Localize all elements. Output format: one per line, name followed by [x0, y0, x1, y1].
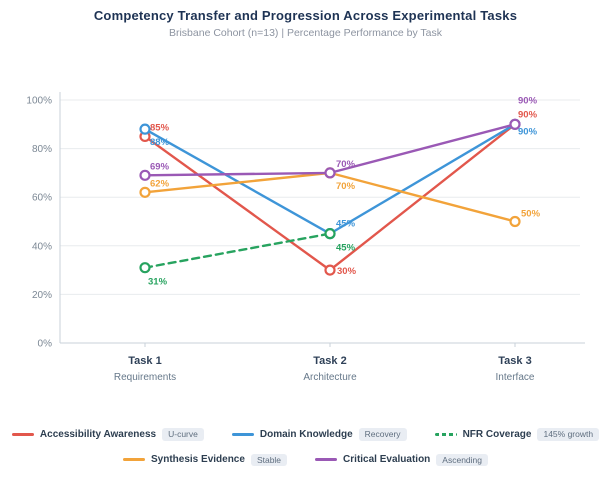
legend-line-marker: [434, 432, 457, 436]
legend-item-nfr-coverage: NFR Coverage 145% growth: [434, 428, 600, 441]
x-category-label: Task 2: [313, 355, 346, 367]
series-line-domain-knowledge: [143, 123, 517, 235]
x-category-sublabel: Interface: [496, 372, 535, 383]
legend-series-name: NFR Coverage: [462, 428, 532, 440]
legend-line-marker: [123, 458, 145, 462]
x-category-sublabel: Requirements: [114, 372, 176, 383]
y-axis-tick-label: 40%: [32, 241, 52, 252]
legend-trend-badge: 145% growth: [537, 428, 600, 441]
legend-line-marker: [231, 432, 254, 436]
data-point-accessibility-awareness: [324, 264, 336, 276]
value-label-critical-evaluation: 90%: [518, 95, 538, 106]
x-category-sublabel: Architecture: [303, 372, 357, 383]
x-category-label: Task 3: [498, 355, 531, 367]
value-label-accessibility-awareness: 90%: [518, 109, 538, 120]
value-label-nfr-coverage: 31%: [148, 277, 168, 288]
legend-item-critical-evaluation: Critical Evaluation Ascending: [315, 453, 488, 466]
y-axis-tick-label: 0%: [38, 339, 53, 350]
value-label-accessibility-awareness: 30%: [337, 266, 357, 277]
series-line-nfr-coverage: [143, 232, 332, 269]
value-label-domain-knowledge: 88%: [150, 137, 170, 148]
data-point-nfr-coverage: [324, 228, 336, 240]
y-axis-tick-label: 20%: [32, 290, 52, 301]
legend-item-domain-knowledge: Domain Knowledge Recovery: [231, 428, 407, 441]
value-label-nfr-coverage: 45%: [336, 243, 356, 254]
legend-line-marker: [315, 458, 338, 462]
y-axis-tick-label: 60%: [32, 193, 52, 204]
data-point-synthesis-evidence: [139, 186, 151, 198]
data-point-critical-evaluation: [324, 167, 336, 179]
value-label-domain-knowledge: 90%: [518, 126, 538, 137]
data-point-critical-evaluation: [139, 169, 151, 181]
y-axis-tick-label: 100%: [26, 96, 52, 107]
value-label-synthesis-evidence: 70%: [336, 181, 356, 192]
x-category-label: Task 1: [128, 355, 161, 367]
value-label-synthesis-evidence: 50%: [521, 209, 541, 220]
legend-trend-badge: Recovery: [358, 428, 407, 441]
value-label-critical-evaluation: 69%: [150, 161, 170, 172]
legend-trend-badge: Ascending: [436, 453, 488, 466]
data-point-synthesis-evidence: [509, 215, 521, 228]
legend-row-1: Accessibility Awareness U-curve Domain Kno…: [11, 428, 600, 441]
competency-line-chart: 100% 80% 60% 40% 20% 0% Task 1 Requirements Task…: [26, 92, 585, 383]
value-label-domain-knowledge: 45%: [336, 219, 356, 230]
value-label-synthesis-evidence: 62%: [150, 178, 170, 189]
data-point-nfr-coverage: [139, 262, 151, 274]
legend-row-2: Synthesis Evidence Stable Critical Evaluat…: [123, 453, 488, 466]
chart-subtitle: Brisbane Cohort (n=13) | Percentage Perf…: [168, 27, 443, 39]
legend-series-name: Domain Knowledge: [259, 428, 353, 440]
legend-item-synthesis-evidence: Synthesis Evidence Stable: [123, 453, 288, 466]
legend-trend-badge: U-curve: [162, 428, 204, 441]
legend-series-name: Critical Evaluation: [343, 454, 431, 466]
legend-series-name: Accessibility Awareness: [39, 428, 157, 440]
value-label-critical-evaluation: 70%: [336, 159, 356, 170]
y-axis-tick-label: 80%: [32, 144, 52, 155]
chart-legend: Accessibility Awareness U-curve Domain Kno…: [0, 428, 611, 466]
data-point-critical-evaluation: [509, 118, 521, 130]
value-label-accessibility-awareness: 85%: [150, 122, 170, 133]
legend-series-name: Synthesis Evidence: [151, 454, 245, 466]
legend-trend-badge: Stable: [250, 453, 288, 466]
legend-item-accessibility-awareness: Accessibility Awareness U-curve: [11, 428, 204, 441]
data-point-domain-knowledge: [139, 123, 151, 135]
legend-line-marker: [11, 432, 34, 436]
chart-title: Competency Transfer and Progression Acro…: [93, 8, 518, 23]
